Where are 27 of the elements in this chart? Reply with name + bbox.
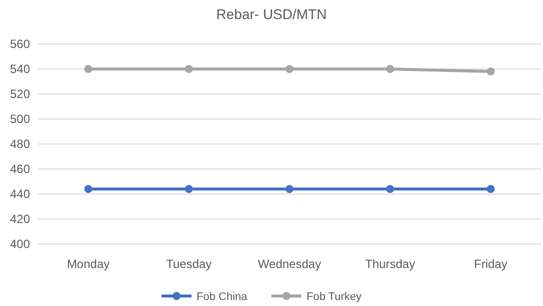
point: [386, 65, 394, 73]
point: [84, 185, 92, 193]
legend-label: Fob China: [196, 290, 248, 303]
y-tick-label: 460: [10, 162, 30, 176]
point: [84, 65, 92, 73]
y-tick-label: 400: [10, 237, 30, 252]
x-tick-label: Monday: [66, 257, 110, 271]
legend-label: Fob Turkey: [306, 290, 362, 303]
y-tick-label: 420: [10, 212, 30, 226]
chart-title: Rebar- USD/MTN: [216, 6, 327, 22]
y-tick-label: 440: [10, 187, 30, 202]
point: [386, 185, 394, 193]
x-tick-label: Tuesday: [166, 257, 212, 271]
y-tick-label: 540: [10, 62, 30, 76]
y-tick-label: 560: [10, 37, 30, 52]
y-tick-label: 480: [10, 137, 30, 152]
x-tick-label: Wednesday: [258, 257, 322, 271]
y-tick-label: 520: [10, 87, 30, 102]
point: [486, 68, 495, 76]
point: [486, 185, 495, 193]
x-tick-label: Friday: [474, 257, 508, 271]
point: [184, 185, 193, 193]
point: [184, 65, 193, 73]
y-tick-label: 500: [10, 112, 30, 126]
point: [286, 185, 294, 193]
x-tick-label: Thursday: [365, 257, 416, 271]
point: [286, 65, 294, 73]
